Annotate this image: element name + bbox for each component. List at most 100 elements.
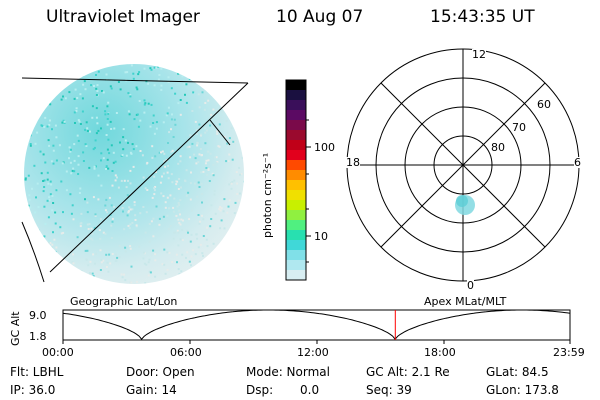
- aurora-pixel: [179, 213, 181, 216]
- colorbar-band: [286, 210, 306, 221]
- aurora-pixel: [177, 72, 180, 75]
- aurora-pixel: [147, 261, 150, 264]
- aurora-pixel: [116, 256, 119, 259]
- aurora-pixel: [162, 172, 165, 175]
- aurora-pixel: [190, 171, 192, 174]
- aurora-pixel: [124, 279, 127, 282]
- aurora-pixel: [75, 107, 78, 110]
- frame-arc-left: [21, 221, 45, 283]
- aurora-pixel: [36, 182, 39, 185]
- aurora-pixel: [162, 121, 165, 124]
- aurora-pixel: [213, 189, 216, 192]
- aurora-pixel: [117, 81, 120, 83]
- aurora-pixel: [117, 186, 120, 189]
- aurora-pixel: [131, 221, 134, 224]
- aurora-pixel: [158, 74, 161, 76]
- aurora-pixel: [106, 261, 109, 264]
- aurora-pixel: [144, 102, 147, 105]
- info-glon: GLon: 173.8: [486, 383, 559, 397]
- aurora-pixel: [197, 246, 200, 249]
- aurora-pixel: [185, 194, 188, 197]
- aurora-pixel: [198, 222, 201, 225]
- aurora-pixel: [160, 151, 162, 154]
- aurora-pixel: [225, 120, 228, 123]
- aurora-pixel: [54, 211, 57, 214]
- aurora-pixel: [94, 213, 97, 216]
- aurora-pixel: [227, 205, 230, 208]
- aurora-pixel: [110, 224, 113, 227]
- aurora-pixel: [129, 245, 132, 248]
- aurora-pixel: [76, 134, 79, 137]
- timeline-ytick-top: 9.0: [29, 309, 47, 322]
- aurora-pixel: [191, 142, 194, 145]
- colorbar-tick-100: 100: [314, 141, 335, 154]
- aurora-pixel: [119, 141, 121, 144]
- colorbar-band: [286, 80, 306, 91]
- aurora-pixel: [100, 159, 102, 162]
- aurora-pixel: [101, 90, 103, 92]
- aurora-pixel: [181, 253, 184, 256]
- aurora-pixel: [133, 118, 136, 121]
- aurora-pixel: [71, 204, 74, 207]
- aurora-pixel: [93, 146, 96, 149]
- mlt-label-12: 12: [472, 48, 486, 61]
- aurora-pixel: [150, 68, 153, 71]
- aurora-pixel: [47, 139, 50, 142]
- aurora-pixel: [52, 162, 55, 165]
- aurora-pixel: [178, 209, 181, 212]
- aurora-pixel: [152, 249, 155, 252]
- aurora-pixel: [120, 179, 123, 182]
- aurora-pixel: [108, 253, 111, 256]
- aurora-pixel: [52, 144, 55, 147]
- aurora-pixel: [95, 94, 98, 96]
- aurora-pixel: [46, 125, 49, 128]
- aurora-pixel: [176, 229, 179, 232]
- aurora-pixel: [153, 193, 156, 196]
- aurora-pixel: [168, 251, 171, 254]
- aurora-pixel: [55, 189, 58, 192]
- colorbar-band: [286, 130, 306, 141]
- aurora-pixel: [179, 155, 182, 158]
- aurora-pixel: [213, 156, 216, 159]
- aurora-pixel: [221, 111, 224, 114]
- aurora-pixel: [148, 258, 151, 261]
- aurora-pixel: [182, 219, 184, 222]
- aurora-pixel: [97, 198, 100, 201]
- aurora-pixel: [206, 226, 209, 229]
- aurora-pixel: [84, 249, 87, 252]
- aurora-pixel: [114, 179, 117, 182]
- aurora-pixel: [154, 259, 157, 262]
- aurora-pixel: [173, 197, 176, 200]
- aurora-pixel: [153, 189, 156, 192]
- aurora-pixel: [42, 190, 45, 193]
- aurora-pixel: [167, 177, 170, 180]
- aurora-pixel: [169, 194, 172, 197]
- aurora-pixel: [177, 268, 180, 271]
- aurora-pixel: [137, 73, 140, 76]
- aurora-pixel: [113, 127, 116, 130]
- aurora-pixel: [160, 192, 163, 195]
- aurora-pixel: [142, 176, 145, 179]
- aurora-pixel: [53, 238, 56, 241]
- aurora-pixel: [104, 209, 107, 212]
- aurora-pixel: [54, 222, 57, 225]
- aurora-pixel: [188, 260, 191, 263]
- aurora-pixel: [63, 121, 66, 124]
- aurora-pixel: [210, 204, 213, 207]
- aurora-pixel: [47, 182, 50, 185]
- aurora-pixel: [110, 87, 113, 90]
- aurora-pixel: [149, 67, 152, 70]
- aurora-pixel: [95, 107, 98, 110]
- aurora-pixel: [65, 170, 68, 173]
- colorbar-band: [286, 270, 306, 281]
- aurora-pixel: [189, 182, 192, 185]
- aurora-pixel: [144, 231, 147, 234]
- aurora-pixel: [105, 253, 108, 256]
- aurora-pixel: [219, 206, 222, 208]
- aurora-pixel: [72, 218, 75, 221]
- aurora-pixel: [102, 91, 105, 94]
- aurora-pixel: [212, 108, 215, 111]
- aurora-pixel: [97, 70, 100, 73]
- aurora-pixel: [136, 113, 139, 116]
- aurora-pixel: [161, 150, 164, 153]
